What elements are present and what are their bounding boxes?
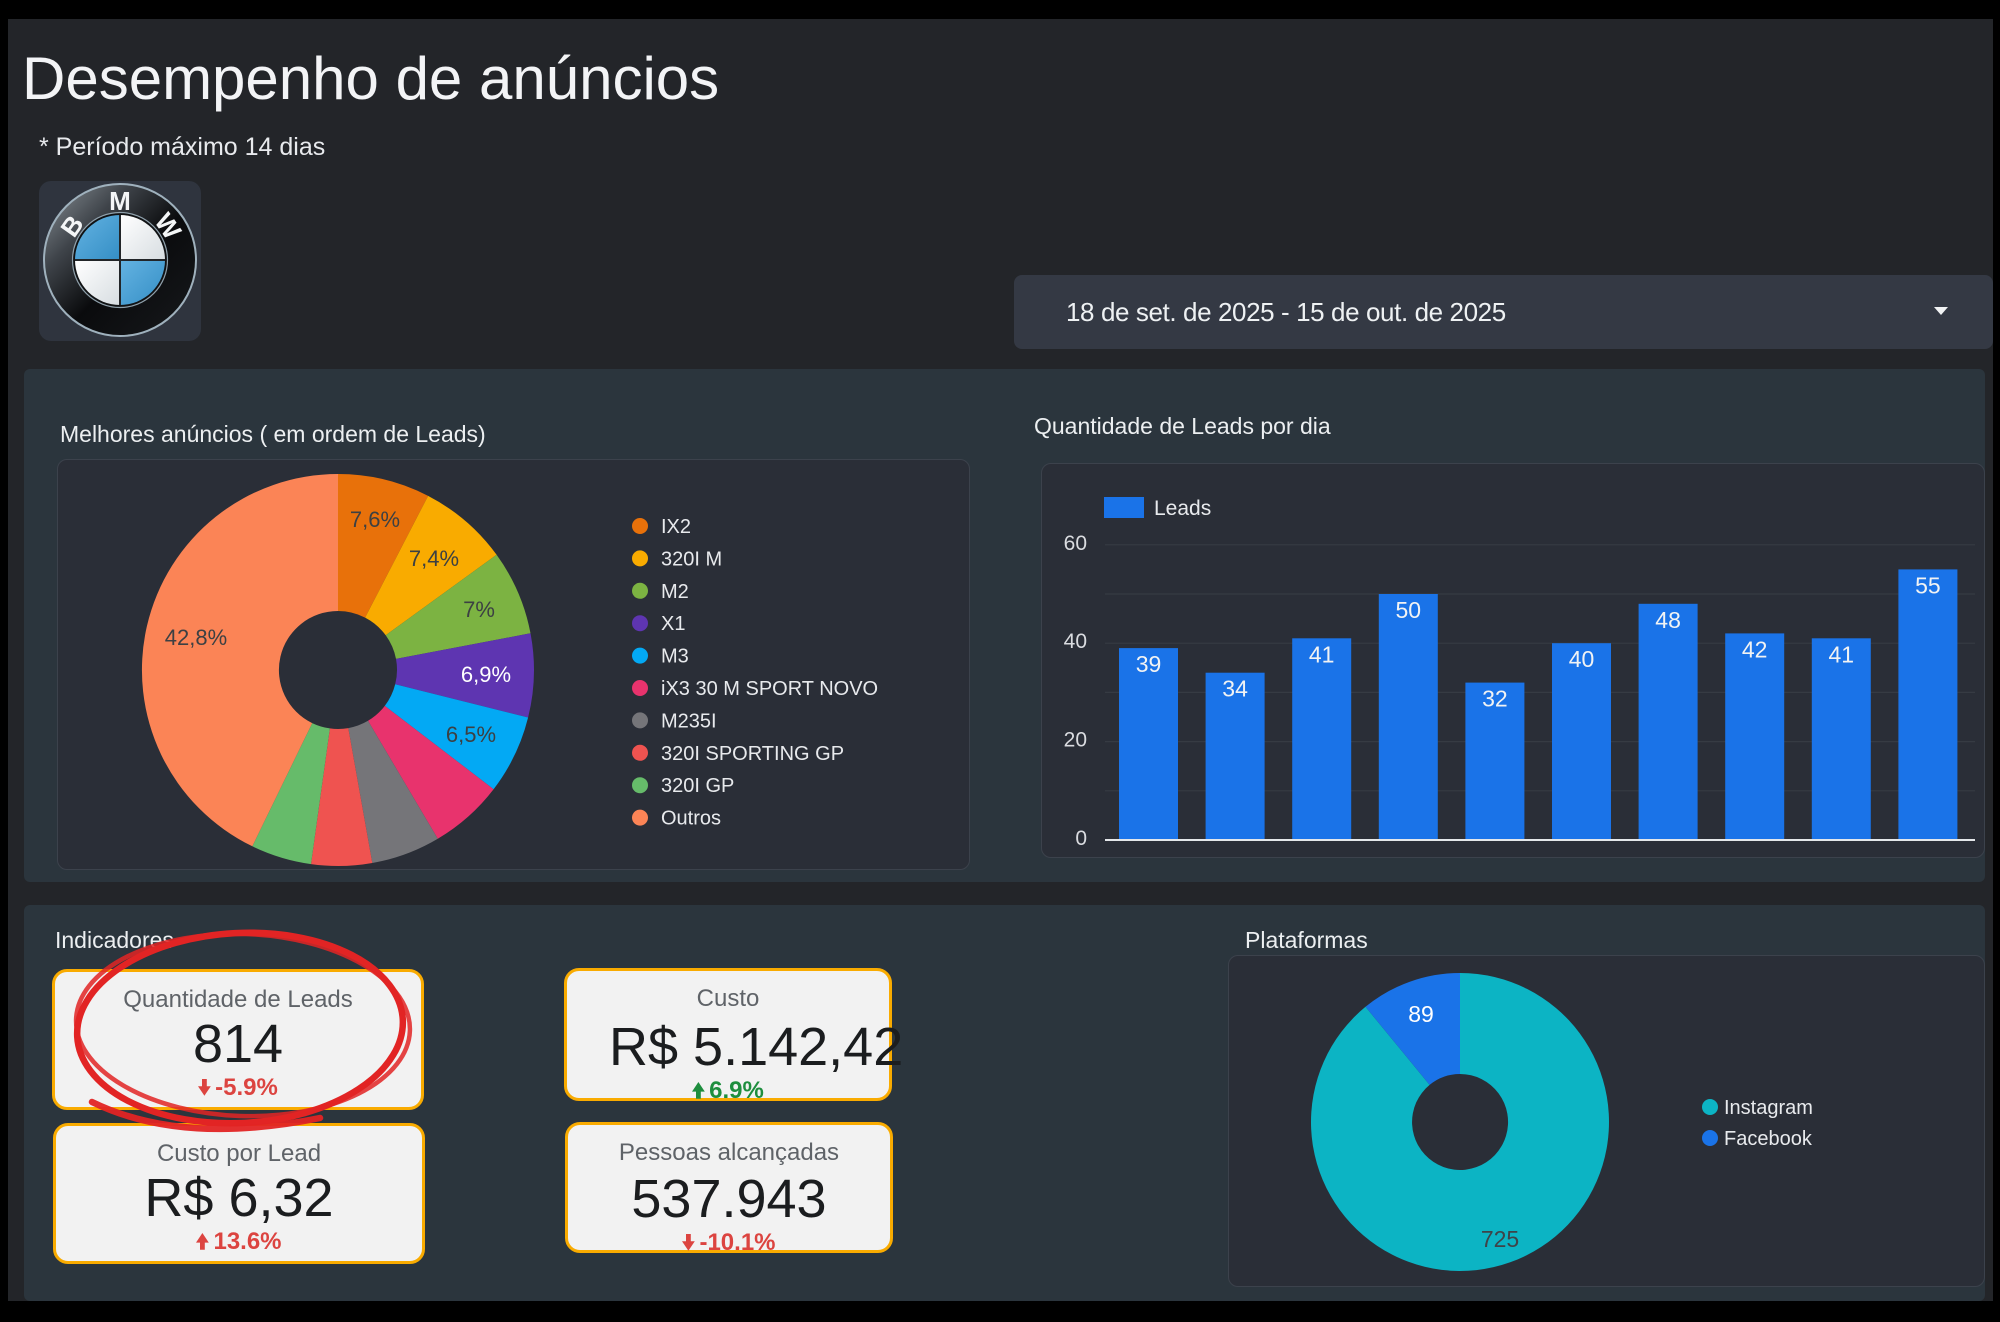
svg-text:89: 89 bbox=[1408, 1001, 1434, 1027]
svg-text:42,8%: 42,8% bbox=[165, 625, 227, 650]
svg-text:40: 40 bbox=[1064, 630, 1087, 653]
svg-text:Leads: Leads bbox=[1154, 497, 1211, 520]
svg-text:32: 32 bbox=[1482, 686, 1508, 712]
svg-text:725: 725 bbox=[1481, 1226, 1519, 1252]
svg-text:Outros: Outros bbox=[661, 808, 721, 830]
svg-text:X1: X1 bbox=[661, 613, 685, 635]
svg-text:IX2: IX2 bbox=[661, 516, 691, 538]
svg-text:20: 20 bbox=[1064, 729, 1087, 752]
svg-text:M235I: M235I bbox=[661, 710, 717, 732]
svg-text:39: 39 bbox=[1136, 651, 1162, 677]
svg-text:48: 48 bbox=[1655, 607, 1681, 633]
svg-text:42: 42 bbox=[1742, 636, 1768, 662]
svg-text:41: 41 bbox=[1309, 641, 1335, 667]
svg-text:iX3 30 M SPORT NOVO: iX3 30 M SPORT NOVO bbox=[661, 678, 878, 700]
svg-text:40: 40 bbox=[1569, 646, 1595, 672]
svg-text:M: M bbox=[109, 186, 131, 216]
svg-text:6,9%: 6,9% bbox=[461, 662, 511, 687]
svg-text:320I GP: 320I GP bbox=[661, 775, 734, 797]
svg-text:50: 50 bbox=[1396, 597, 1422, 623]
svg-text:7,4%: 7,4% bbox=[409, 546, 459, 571]
svg-text:34: 34 bbox=[1222, 676, 1248, 702]
svg-text:320I M: 320I M bbox=[661, 548, 722, 570]
svg-text:7%: 7% bbox=[463, 597, 495, 622]
svg-text:M2: M2 bbox=[661, 581, 689, 603]
svg-text:7,6%: 7,6% bbox=[350, 507, 400, 532]
svg-text:Instagram: Instagram bbox=[1724, 1097, 1813, 1119]
svg-text:60: 60 bbox=[1064, 532, 1087, 555]
svg-text:6,5%: 6,5% bbox=[446, 722, 496, 747]
svg-text:Facebook: Facebook bbox=[1724, 1128, 1813, 1150]
svg-text:55: 55 bbox=[1915, 572, 1941, 598]
svg-text:41: 41 bbox=[1829, 641, 1855, 667]
svg-text:0: 0 bbox=[1075, 827, 1087, 850]
svg-text:320I SPORTING GP: 320I SPORTING GP bbox=[661, 743, 844, 765]
svg-text:M3: M3 bbox=[661, 646, 689, 668]
